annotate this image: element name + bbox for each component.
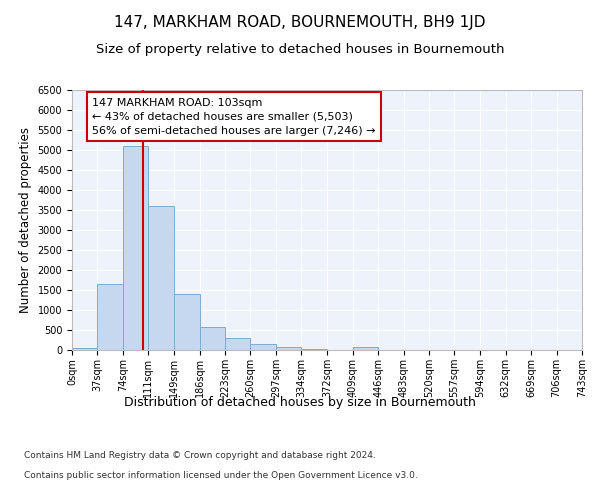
- Bar: [276, 347, 301, 350]
- Text: Contains HM Land Registry data © Crown copyright and database right 2024.: Contains HM Land Registry data © Crown c…: [24, 450, 376, 460]
- Bar: [174, 294, 200, 350]
- Text: Distribution of detached houses by size in Bournemouth: Distribution of detached houses by size …: [124, 396, 476, 409]
- Y-axis label: Number of detached properties: Number of detached properties: [19, 127, 32, 313]
- Bar: [97, 284, 123, 350]
- Text: 147 MARKHAM ROAD: 103sqm
← 43% of detached houses are smaller (5,503)
56% of sem: 147 MARKHAM ROAD: 103sqm ← 43% of detach…: [92, 98, 376, 136]
- Text: Contains public sector information licensed under the Open Government Licence v3: Contains public sector information licen…: [24, 470, 418, 480]
- Bar: [225, 338, 250, 350]
- Bar: [250, 344, 276, 350]
- Bar: [200, 327, 225, 350]
- Bar: [72, 348, 97, 350]
- Bar: [353, 347, 378, 350]
- Bar: [123, 146, 148, 350]
- Text: 147, MARKHAM ROAD, BOURNEMOUTH, BH9 1JD: 147, MARKHAM ROAD, BOURNEMOUTH, BH9 1JD: [114, 15, 486, 30]
- Bar: [148, 206, 174, 350]
- Text: Size of property relative to detached houses in Bournemouth: Size of property relative to detached ho…: [96, 42, 504, 56]
